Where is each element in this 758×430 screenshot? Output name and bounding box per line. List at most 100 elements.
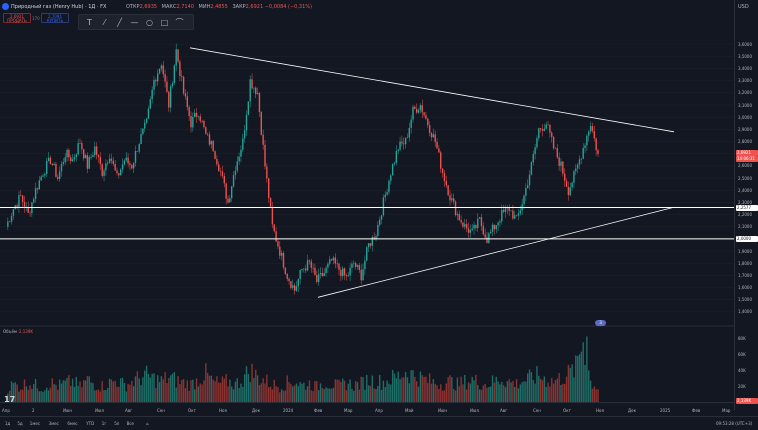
price-axis[interactable]: USD 3,6000 3,5000 3,4000 3,3000 3,2000 3,1000…: [734, 0, 758, 410]
candle-body: [16, 205, 18, 207]
timeframe-button[interactable]: 1мес: [29, 421, 41, 426]
candle-body: [79, 143, 81, 144]
timeframe-button[interactable]: 5л: [114, 421, 120, 426]
candle-body: [279, 246, 281, 256]
volume-bar: [68, 375, 70, 402]
volume-bar: [330, 388, 333, 402]
volume-bar: [454, 390, 457, 402]
events-badge[interactable]: 3: [595, 320, 606, 326]
candle-body: [488, 233, 490, 243]
text-tool-icon[interactable]: T: [87, 18, 92, 27]
volume-bar: [34, 378, 37, 402]
volume-bar: [10, 381, 13, 402]
candle-body: [588, 131, 590, 136]
high-label: МАКС: [161, 4, 177, 10]
volume-bar: [329, 388, 331, 402]
candle-body: [380, 215, 383, 220]
candle-body: [417, 110, 420, 113]
candle-body: [105, 163, 107, 171]
candle-body: [362, 269, 364, 281]
price-tick-label: 2,3000: [738, 199, 752, 205]
time-axis[interactable]: Апр 2 Июн Июл Авг Сен Окт Ноя Дек 2024 Фев Мар Апр Ма…: [0, 402, 734, 416]
sell-button[interactable]: 2,6921 ПРОДАТЬ: [3, 13, 31, 23]
candle-body: [414, 106, 416, 109]
symbol-title[interactable]: Природный газ (Henry Hub) · 1Д · FX: [11, 4, 107, 10]
volume-bar: [332, 387, 335, 402]
volume-bar: [462, 384, 464, 402]
line-icon[interactable]: ╱: [117, 18, 122, 27]
candle-body: [83, 149, 85, 159]
volume-bar: [502, 385, 505, 402]
candle-body: [403, 143, 405, 145]
volume-bar: [317, 390, 320, 402]
timeframe-button[interactable]: YTD: [86, 421, 95, 426]
timeframe-button[interactable]: 5д: [17, 421, 23, 426]
candle-body: [338, 263, 340, 270]
clock[interactable]: 09:53:28 (UTC+3): [716, 421, 753, 426]
candle-body: [427, 118, 429, 126]
candle-body: [395, 151, 398, 163]
price-tick-label: 3,4000: [738, 66, 752, 71]
volume-bar: [578, 354, 581, 402]
timeframe-button[interactable]: 1г: [101, 421, 107, 426]
candle-body: [464, 224, 466, 227]
candle-body: [188, 107, 190, 117]
candle-body: [465, 224, 468, 229]
timeframe-button[interactable]: 1д: [5, 421, 11, 426]
current-volume-label: 2,139K: [736, 398, 758, 404]
candle-body: [199, 116, 201, 121]
volume-bar: [129, 384, 131, 402]
buy-button[interactable]: 2,7091 КУПИТЬ: [41, 13, 69, 23]
candle-body: [354, 263, 357, 267]
candle-body: [502, 209, 505, 212]
rectangle-icon[interactable]: □: [160, 18, 169, 27]
volume-bar: [18, 391, 20, 402]
candle-body: [197, 116, 200, 117]
volume-bar: [491, 375, 494, 402]
volume-bar: [142, 377, 144, 402]
volume-bar: [201, 384, 203, 402]
candle-body: [569, 187, 571, 196]
volume-bar: [134, 376, 137, 402]
volume-bar: [236, 378, 238, 402]
candle-body: [473, 224, 475, 229]
price-pane[interactable]: [0, 0, 734, 402]
volume-bar: [321, 387, 324, 402]
volume-bar: [305, 389, 307, 402]
volume-bar: [249, 382, 251, 402]
volume-bar: [114, 380, 116, 402]
candle-body: [9, 221, 11, 223]
brush-icon[interactable]: ⁄: [103, 18, 106, 27]
volume-bar: [434, 383, 436, 402]
currency-label[interactable]: USD: [738, 4, 749, 10]
candle-body: [445, 181, 447, 186]
horizontal-line-icon[interactable]: —: [130, 18, 139, 27]
volume-bar: [519, 384, 521, 402]
timeframe-button[interactable]: 3мес: [48, 421, 59, 426]
volume-bar: [336, 379, 338, 402]
path-icon[interactable]: ⌒: [175, 18, 184, 27]
volume-bar: [386, 380, 388, 402]
candle-body: [138, 144, 140, 152]
time-tick-label: Апр: [2, 408, 10, 413]
ellipse-icon[interactable]: ○: [146, 18, 153, 27]
ohlc-readout: ОТКР2,6935 МАКС2,7140 МИН2,4855 ЗАКР2,69…: [126, 0, 315, 14]
candle-body: [234, 170, 237, 176]
candle-body: [81, 143, 83, 150]
candle-body: [486, 237, 488, 243]
volume-bar: [478, 389, 481, 402]
volume-bar: [358, 389, 361, 402]
volume-bar: [51, 378, 53, 402]
candle-body: [325, 267, 327, 273]
timeframe-button[interactable]: Все: [126, 421, 134, 426]
volume-bar: [103, 390, 105, 402]
timeframe-button[interactable]: 6мес: [67, 421, 78, 426]
buy-label: КУПИТЬ: [46, 18, 64, 23]
volume-bar: [312, 391, 314, 402]
candle-body: [171, 83, 174, 87]
tradingview-logo-icon[interactable]: 17: [4, 395, 16, 404]
volume-bar: [251, 363, 253, 402]
date-range-icon[interactable]: ⌂: [146, 421, 149, 426]
candle-body: [554, 148, 557, 149]
candle-body: [377, 224, 379, 237]
